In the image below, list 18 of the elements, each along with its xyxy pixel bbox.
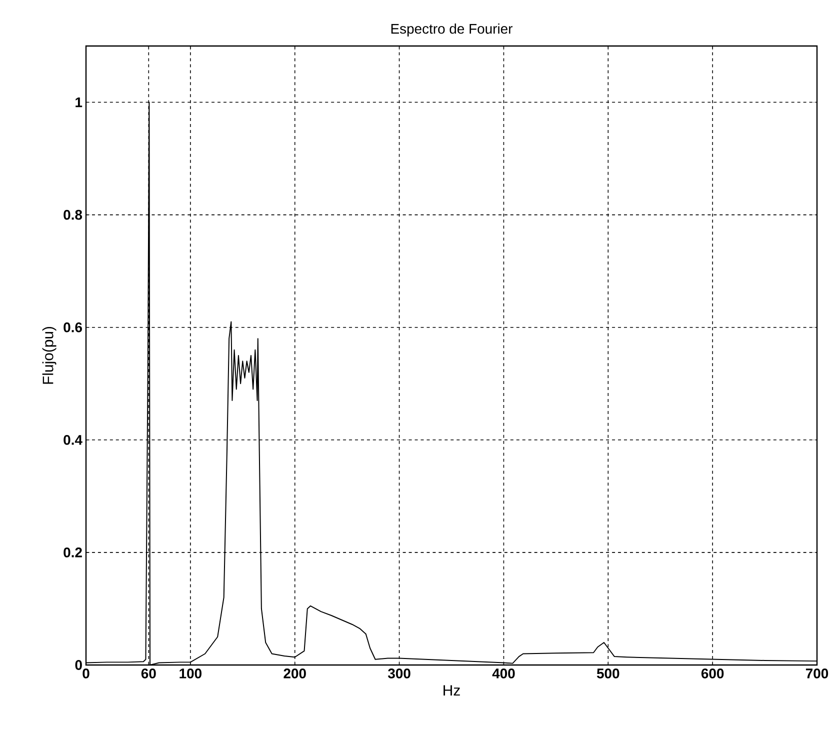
x-tick-label: 60 [141, 668, 156, 678]
y-tick-label: 1 [76, 97, 82, 108]
y-tick-label: 0.8 [64, 210, 82, 220]
x-tick-label: 0 [82, 668, 90, 678]
x-tick-label: 700 [806, 668, 828, 678]
y-axis-title: Flujo(pu) [42, 326, 56, 384]
x-tick-label: 300 [388, 668, 410, 678]
x-tick-label: 500 [596, 668, 620, 678]
x-tick-label: 400 [492, 668, 515, 678]
y-tick-label: 0.4 [64, 434, 82, 445]
y-tick-label: 0.2 [64, 548, 82, 558]
x-tick-label: 600 [701, 668, 724, 678]
x-tick-label: 100 [180, 668, 202, 678]
x-tick-label: 200 [284, 668, 306, 678]
y-tick-label: 0.6 [64, 322, 82, 332]
chart-title: Espectro de Fourier [391, 23, 512, 36]
y-tick-label: 0 [75, 660, 82, 670]
x-axis-title: Hz [444, 685, 460, 696]
